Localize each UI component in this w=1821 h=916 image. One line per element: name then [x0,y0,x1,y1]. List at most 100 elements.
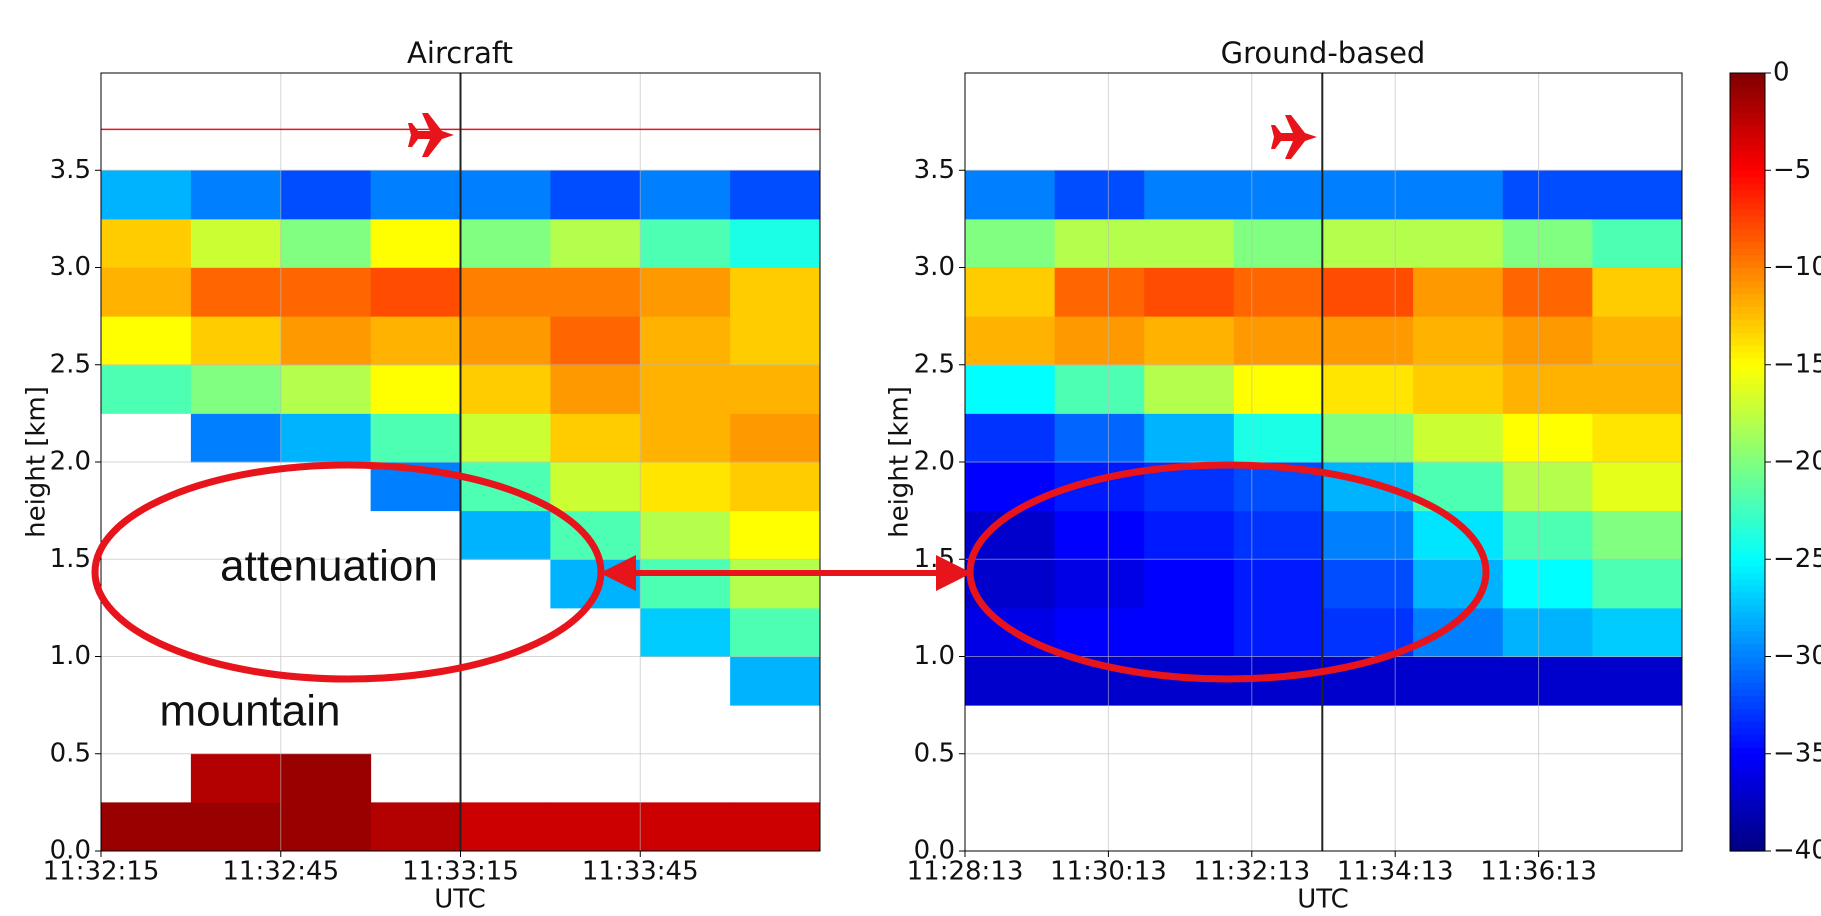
heatmap-cell [640,170,731,220]
colorbar-stripe [1730,611,1765,619]
heatmap-cell [460,170,551,220]
heatmap-cell [101,316,192,366]
colorbar-stripe [1730,228,1765,236]
y-tick-label: 1.0 [50,641,91,671]
heatmap-cell [1144,607,1235,657]
y-tick-label: 2.0 [914,447,955,477]
heatmap-cell [370,802,461,852]
colorbar-stripe [1730,293,1765,301]
heatmap-cell [1144,510,1235,560]
heatmap-cell [280,267,372,317]
heatmap-cell [1592,607,1683,657]
heatmap-cell [1413,267,1504,317]
heatmap-cell [730,462,821,512]
colorbar-stripe [1730,209,1765,217]
colorbar-stripe [1730,118,1765,126]
y-axis-label: height [km] [885,386,915,538]
colorbar-stripe [1730,630,1765,638]
colorbar-stripe [1730,747,1765,755]
colorbar-stripe [1730,708,1765,716]
heatmap-cell [1233,267,1324,317]
heatmap-cell [730,559,821,609]
colorbar-stripe [1730,261,1765,269]
colorbar-stripe [1730,449,1765,457]
colorbar-stripe [1730,98,1765,107]
colorbar-stripe [1730,137,1765,145]
heatmap-cell [640,218,731,268]
colorbar-stripe [1730,189,1765,197]
heatmap-cell [1233,316,1324,366]
colorbar-stripe [1730,656,1765,664]
heatmap-cell [640,316,731,366]
heatmap-cell [1413,364,1504,414]
heatmap-cell [1054,607,1145,657]
colorbar-stripe [1730,462,1765,470]
colorbar-stripe [1730,520,1765,528]
heatmap-cell [1144,170,1235,220]
colorbar-tick-label: −40 [1773,836,1821,866]
heatmap-cell [190,267,282,317]
heatmap-cell [370,267,461,317]
y-tick-label: 1.5 [914,544,955,574]
colorbar-stripe [1730,215,1765,223]
heatmap-cell [101,218,192,268]
heatmap-cell [1323,364,1414,414]
colorbar-stripe [1730,416,1765,424]
colorbar-tick-label: −35 [1773,738,1821,768]
heatmap-cell [1323,462,1414,512]
heatmap-cell [1323,218,1414,268]
colorbar-stripe [1730,403,1765,411]
colorbar-stripe [1730,332,1765,340]
colorbar-stripe [1730,487,1765,496]
colorbar-stripe [1730,786,1765,794]
colorbar-stripe [1730,779,1765,787]
x-axis-label: UTC [434,885,486,915]
heatmap-cell [460,510,551,560]
heatmap-cell [730,316,821,366]
colorbar-stripe [1730,617,1765,625]
heatmap-cell [190,218,282,268]
heatmap-cell [1233,170,1324,220]
colorbar-stripe [1730,455,1765,463]
colorbar-stripe [1730,727,1765,735]
heatmap-cell [1502,218,1593,268]
colorbar-stripe [1730,714,1765,722]
colorbar-stripe [1730,468,1765,476]
colorbar-stripe [1730,831,1765,839]
colorbar-stripe [1730,105,1765,113]
colorbar-stripe [1730,183,1765,191]
heatmap-cell [1144,364,1235,414]
heatmap-cell [550,364,641,414]
colorbar-stripe [1730,773,1765,781]
colorbar-stripe [1730,196,1765,204]
colorbar-tick-label: 0 [1773,58,1790,88]
y-tick-label: 1.5 [50,544,91,574]
colorbar-stripe [1730,85,1765,94]
colorbar-tick-label: −10 [1773,252,1821,282]
colorbar-stripe [1730,669,1765,677]
heatmap-cell [1233,510,1324,560]
heatmap-cell [1592,462,1683,512]
heatmap-cell [1323,413,1414,463]
heatmap-cell [1233,607,1324,657]
heatmap-cell [1592,413,1683,463]
colorbar-stripe [1730,799,1765,807]
y-tick-label: 1.0 [914,641,955,671]
plot-frame [100,72,821,852]
heatmap-cell [1233,218,1324,268]
heatmap-cell [730,510,821,560]
colorbar-stripe [1730,572,1765,580]
annotation: attenuation [220,542,438,591]
heatmap-cell [190,316,282,366]
colorbar-stripe [1730,442,1765,450]
colorbar-stripe [1730,241,1765,249]
heatmap-cell [640,413,731,463]
annotation: mountain [159,687,340,736]
y-tick-label: 2.5 [914,349,955,379]
y-tick-label: 0.5 [914,738,955,768]
heatmap-cell [1413,607,1504,657]
heatmap-cell [1502,656,1593,706]
colorbar-stripe [1730,371,1765,379]
heatmap-cell [101,364,192,414]
